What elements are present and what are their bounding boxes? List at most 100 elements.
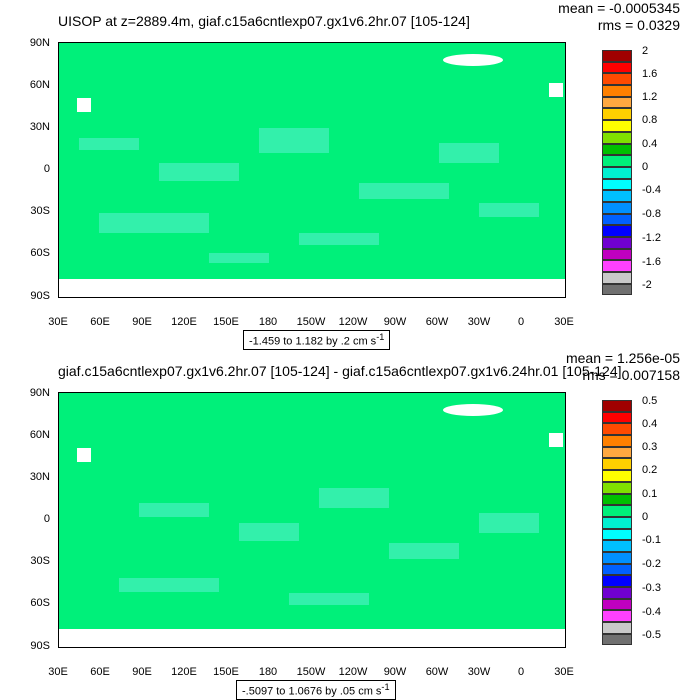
lat-tick: 60N <box>29 79 50 91</box>
colorbar-label: 0.2 <box>642 464 658 476</box>
colorbar-swatch <box>602 283 632 296</box>
lon-tick: 120W <box>338 316 368 328</box>
lon-tick: 30E <box>48 666 68 678</box>
lon-tick: 120W <box>338 666 368 678</box>
colorbar-swatch <box>602 120 632 132</box>
colorbar-swatch <box>602 423 632 436</box>
colorbar-swatch <box>602 96 632 109</box>
lon-tick: 90E <box>132 316 152 328</box>
mean-label: mean = -0.0005345 <box>558 0 680 16</box>
lat-tick: 60N <box>29 429 50 441</box>
chart-title: giaf.c15a6cntlexp07.gx1v6.2hr.07 [105-12… <box>58 363 622 379</box>
colorbar-swatch <box>602 260 632 273</box>
colorbar-label: 0.8 <box>642 114 658 126</box>
colorbar-swatch <box>602 108 632 121</box>
rms-label: rms = 0.0329 <box>597 17 680 33</box>
lat-tick: 30S <box>30 555 50 567</box>
colorbar-swatch <box>602 505 632 517</box>
lon-tick: 30W <box>467 316 491 328</box>
colorbar-swatch <box>602 131 632 144</box>
colorbar-label: 0.5 <box>642 395 658 407</box>
colorbar-label: 0.3 <box>642 441 658 453</box>
colorbar-label: -1.6 <box>642 256 661 268</box>
colorbar-swatch <box>602 201 632 214</box>
colorbar-label: -1.2 <box>642 232 661 244</box>
lon-tick: 60W <box>425 316 449 328</box>
colorbar <box>602 400 632 646</box>
chart-title: UISOP at z=2889.4m, giaf.c15a6cntlexp07.… <box>58 13 470 29</box>
colorbar-label: -0.4 <box>642 606 661 618</box>
colorbar-swatch <box>602 248 632 261</box>
colorbar-swatch <box>602 155 632 167</box>
panel-bottom: giaf.c15a6cntlexp07.gx1v6.2hr.07 [105-12… <box>0 350 700 700</box>
lat-tick: 90S <box>30 640 50 652</box>
colorbar-label: 2 <box>642 45 649 57</box>
mean-label: mean = 1.256e-05 <box>565 350 680 366</box>
colorbar-swatch <box>602 73 632 86</box>
lat-tick: 0 <box>43 163 50 175</box>
colorbar-swatch <box>602 551 632 564</box>
colorbar-label: 1.6 <box>642 68 658 80</box>
lon-tick: 150W <box>296 666 326 678</box>
lon-tick: 60W <box>425 666 449 678</box>
colorbar-label: -0.2 <box>642 558 661 570</box>
colorbar-label: -0.1 <box>642 534 661 546</box>
colorbar-label: 1.2 <box>642 91 658 103</box>
lon-tick: 30E <box>48 316 68 328</box>
map-plot <box>58 42 566 298</box>
colorbar-swatch <box>602 458 632 471</box>
colorbar-label: 0.4 <box>642 138 658 150</box>
colorbar-label: 0 <box>642 511 649 523</box>
colorbar-swatch <box>602 516 632 529</box>
lon-tick: 120E <box>171 666 197 678</box>
colorbar-swatch <box>602 178 632 191</box>
contour-range-label: -.5097 to 1.0676 by .05 cm s-1 <box>236 680 396 700</box>
rms-label: rms = 0.007158 <box>582 367 680 383</box>
colorbar-swatch <box>602 85 632 97</box>
lat-tick: 90N <box>29 37 50 49</box>
colorbar-swatch <box>602 563 632 576</box>
lat-tick: 90N <box>29 387 50 399</box>
lat-tick: 90S <box>30 290 50 302</box>
lon-tick: 150W <box>296 316 326 328</box>
colorbar-swatch <box>602 528 632 541</box>
colorbar-label: -0.8 <box>642 208 661 220</box>
lat-tick: 30S <box>30 205 50 217</box>
lat-tick: 60S <box>30 597 50 609</box>
lon-tick: 30E <box>554 316 574 328</box>
colorbar-swatch <box>602 61 632 74</box>
colorbar-swatch <box>602 143 632 156</box>
colorbar-swatch <box>602 411 632 424</box>
lat-tick: 30N <box>29 471 50 483</box>
lon-tick: 150E <box>213 666 239 678</box>
colorbar-swatch <box>602 470 632 482</box>
colorbar-swatch <box>602 237 632 249</box>
colorbar-swatch <box>602 400 632 412</box>
map-field <box>59 393 565 647</box>
map-plot <box>58 392 566 648</box>
colorbar-label: 0.1 <box>642 488 658 500</box>
lon-tick: 60E <box>90 316 110 328</box>
lon-tick: 90W <box>383 666 407 678</box>
colorbar <box>602 50 632 296</box>
lat-tick: 0 <box>43 513 50 525</box>
colorbar-swatch <box>602 446 632 459</box>
contour-range-label: -1.459 to 1.182 by .2 cm s-1 <box>243 330 391 350</box>
lon-tick: 90W <box>383 316 407 328</box>
colorbar-swatch <box>602 493 632 506</box>
lon-tick: 0 <box>517 666 525 678</box>
colorbar-label: -0.5 <box>642 629 661 641</box>
colorbar-swatch <box>602 272 632 284</box>
colorbar-swatch <box>602 190 632 202</box>
map-field <box>59 43 565 297</box>
colorbar-label: 0.4 <box>642 418 658 430</box>
lon-tick: 30E <box>554 666 574 678</box>
colorbar-swatch <box>602 213 632 226</box>
panel-top: UISOP at z=2889.4m, giaf.c15a6cntlexp07.… <box>29 0 680 350</box>
lon-tick: 180 <box>258 666 278 678</box>
colorbar-swatch <box>602 598 632 611</box>
colorbar-swatch <box>602 50 632 62</box>
colorbar-swatch <box>602 587 632 599</box>
colorbar-swatch <box>602 435 632 447</box>
colorbar-label: -0.3 <box>642 582 661 594</box>
